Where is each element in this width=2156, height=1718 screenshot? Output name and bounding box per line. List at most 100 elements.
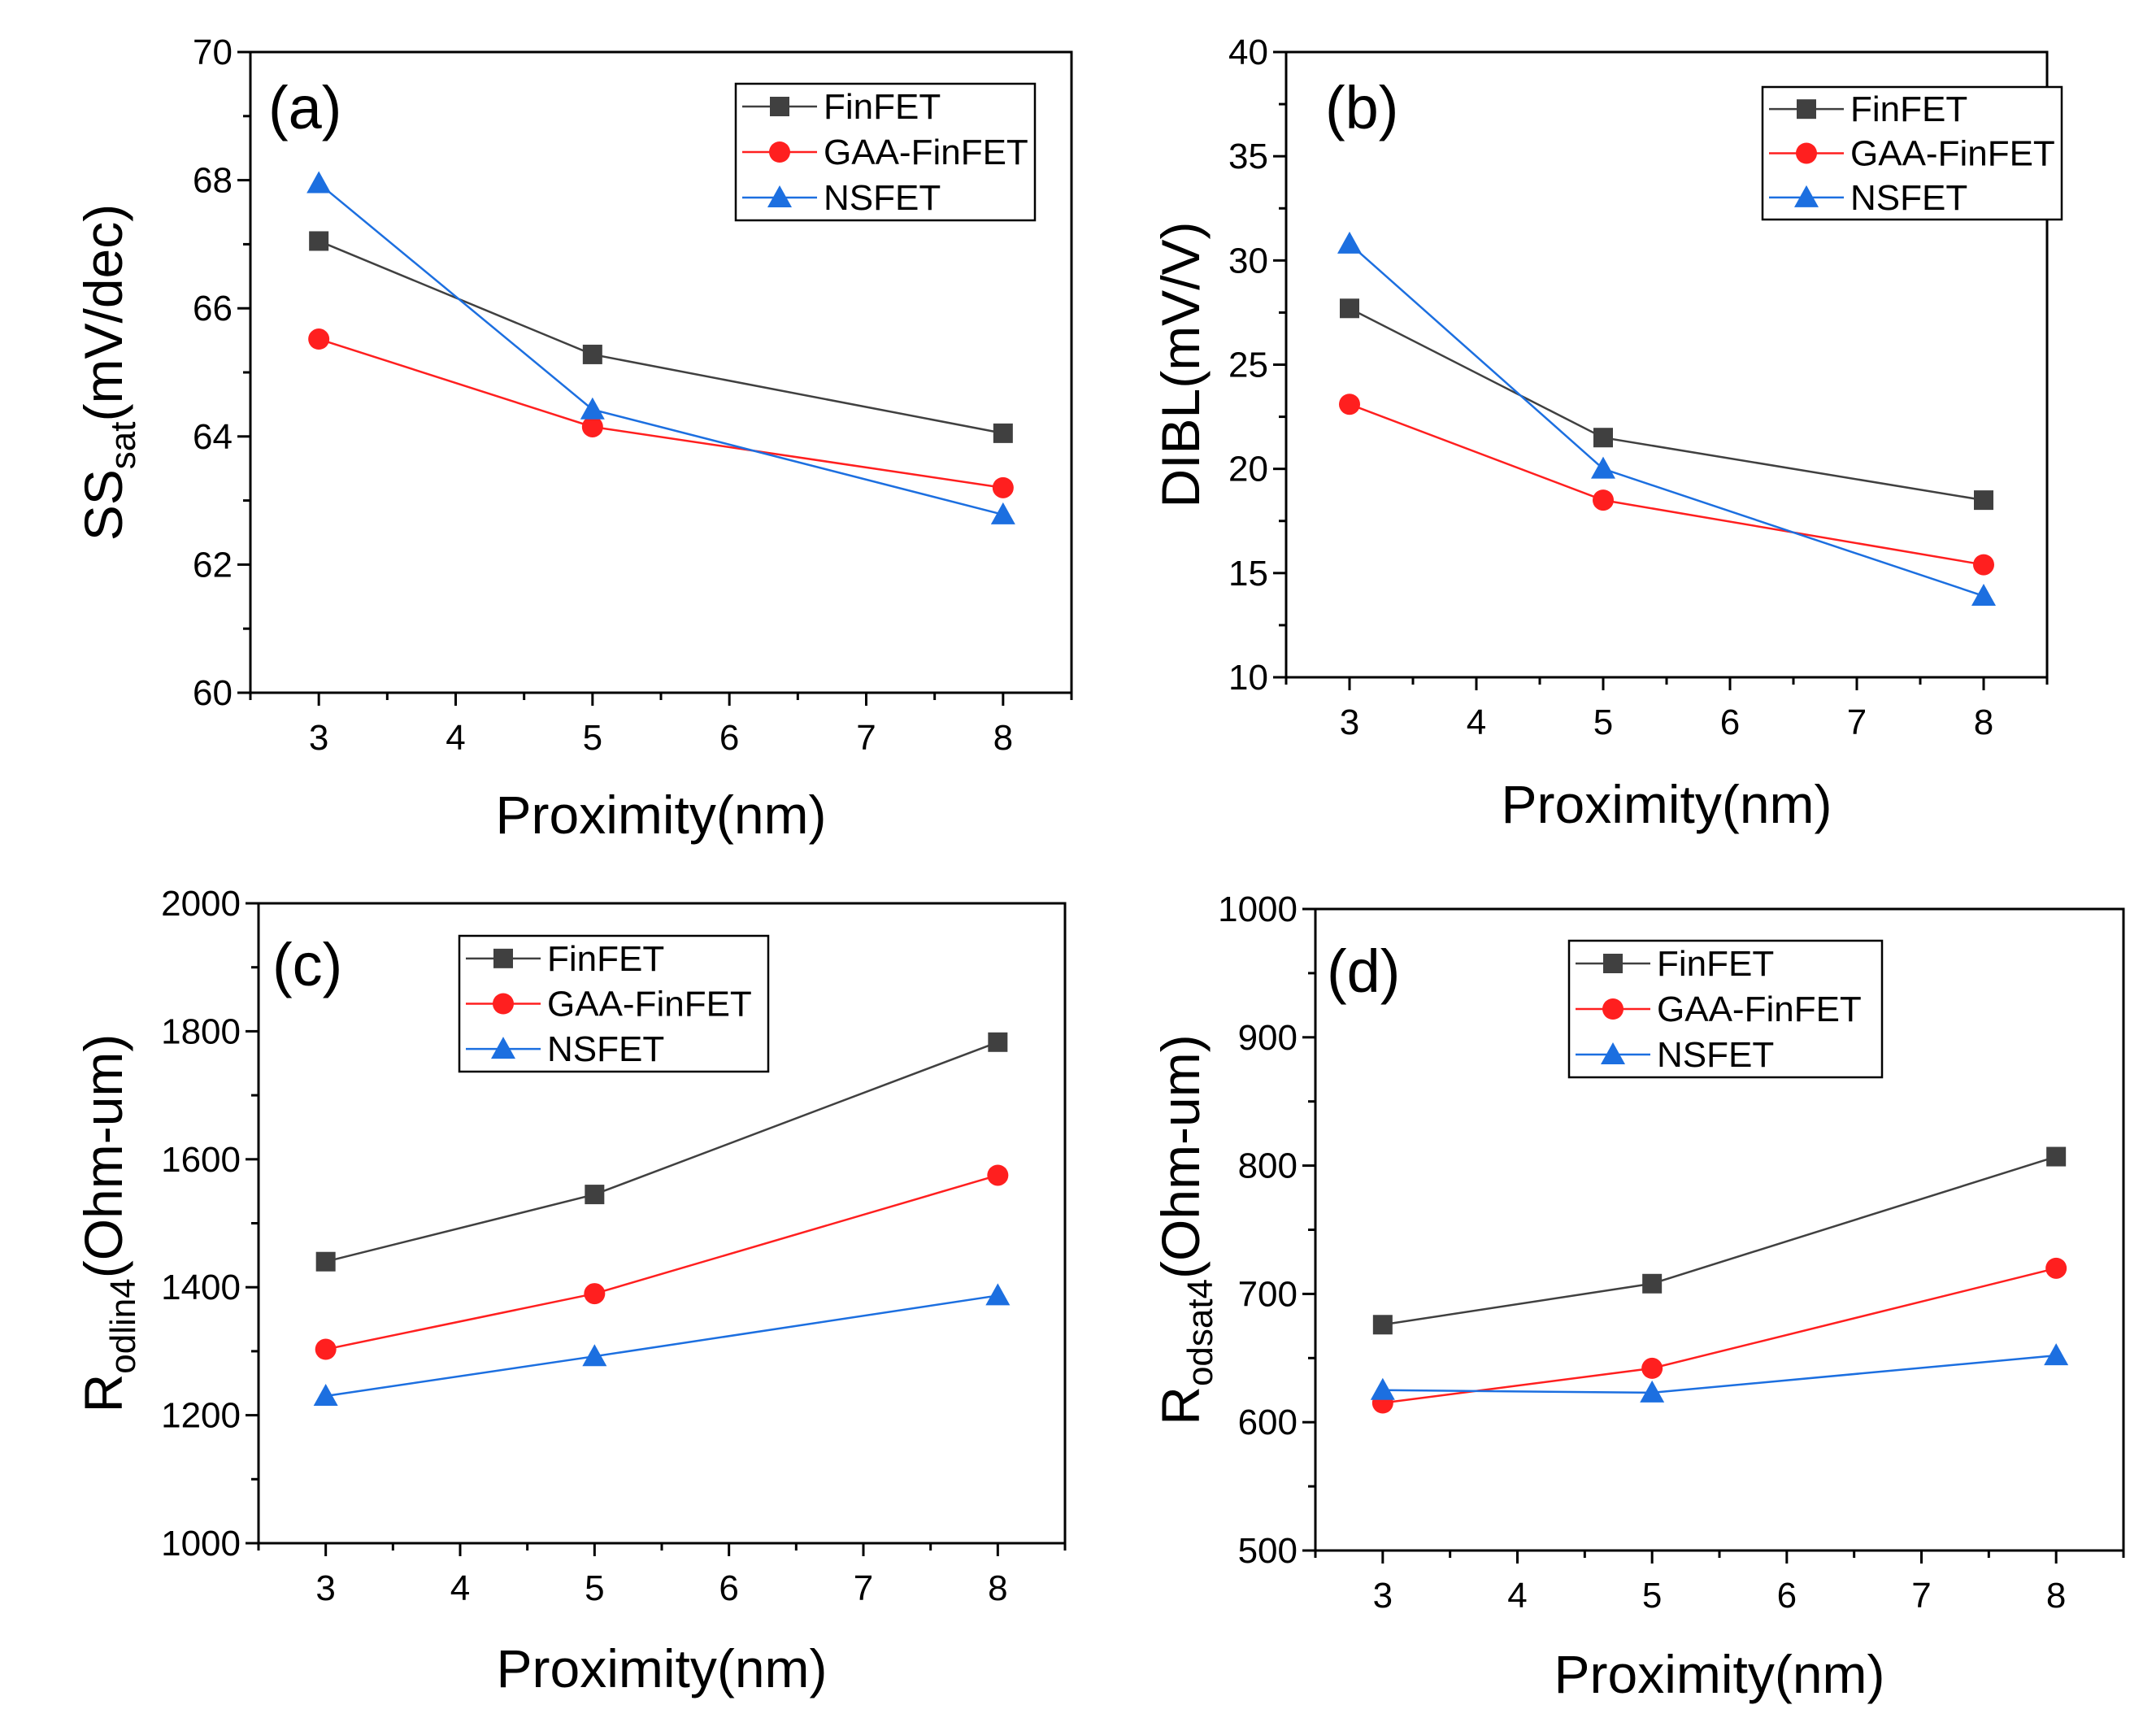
data-point [1372, 1315, 1393, 1335]
data-point [1640, 1380, 1665, 1403]
data-point [1340, 298, 1359, 319]
panel-b: 3 4 5 6 7 8 10 15 20 25 30 35 40 Proximity(nm) DIBL(mV… [1150, 33, 2063, 834]
y-axis-label-main: R [73, 1374, 133, 1413]
panel-label: (a) [268, 74, 341, 141]
y-tick-label: 60 [193, 673, 233, 713]
legend-entry: FinFET [1850, 89, 1967, 129]
x-axis-label: Proximity(nm) [496, 785, 827, 845]
x-tick-label: 4 [450, 1568, 470, 1608]
y-axis-label-unit: (mV/dec) [73, 204, 133, 422]
legend-marker [493, 948, 513, 968]
y-tick-label: 62 [193, 545, 233, 585]
legend-entry: GAA-FinFET [1657, 989, 1862, 1029]
series-finfet [309, 231, 1013, 443]
data-point [315, 1338, 337, 1360]
data-point [306, 171, 332, 194]
x-tick-label: 8 [993, 718, 1013, 758]
y-tick-label: 10 [1228, 658, 1268, 698]
data-point [582, 1344, 607, 1367]
data-point [1593, 489, 1614, 511]
x-tick-label: 7 [1847, 702, 1867, 742]
legend-entry: NSFET [1657, 1035, 1774, 1075]
data-point [1370, 1377, 1395, 1400]
y-tick-label: 1000 [161, 1524, 241, 1564]
y-axis-label-unit: (Ohm-um) [1150, 1034, 1211, 1279]
legend-marker [493, 993, 514, 1015]
x-tick-label: 4 [1467, 702, 1486, 742]
legend-entry: GAA-FinFET [824, 133, 1028, 172]
x-tick-label: 6 [1720, 702, 1740, 742]
legend-entry: FinFET [1657, 944, 1774, 984]
y-axis-label-subscript: sat [103, 421, 143, 469]
y-tick-label: 500 [1238, 1531, 1298, 1571]
y-tick-label: 1000 [1218, 889, 1298, 929]
panel-label: (b) [1325, 74, 1398, 141]
legend-marker [769, 141, 790, 163]
panel-a: 3 4 5 6 7 8 60 62 64 66 68 70 Proximity(nm) SSsat(mV/… [73, 33, 1073, 845]
data-point [1642, 1273, 1663, 1294]
x-tick-label: 8 [988, 1568, 1007, 1608]
legend-marker [491, 1037, 515, 1059]
x-tick-label: 4 [446, 718, 465, 758]
data-point [993, 423, 1013, 443]
y-axis-label-main: R [1150, 1386, 1211, 1425]
legend-entry: GAA-FinFET [547, 985, 752, 1024]
data-point [2045, 1257, 2067, 1279]
y-axis-label-subscript: odsat4 [1180, 1279, 1220, 1386]
x-axis-label: Proximity(nm) [1554, 1644, 1885, 1704]
series-gaa-finfet [1339, 394, 1994, 576]
y-tick-label: 600 [1238, 1403, 1298, 1442]
y-tick-label: 40 [1228, 33, 1268, 72]
y-axis-label-main: SS [73, 469, 133, 541]
y-tick-label: 800 [1238, 1146, 1298, 1186]
x-tick-label: 4 [1507, 1576, 1527, 1616]
y-tick-label: 64 [193, 417, 233, 457]
y-tick-label: 68 [193, 161, 233, 201]
legend-entry: GAA-FinFET [1850, 134, 2055, 174]
x-tick-label: 7 [854, 1568, 873, 1608]
data-point [1591, 456, 1615, 479]
y-tick-label: 15 [1228, 554, 1268, 594]
data-point [580, 397, 605, 420]
y-axis-label: SSsat(mV/dec) [73, 204, 143, 541]
legend-entry: NSFET [1850, 178, 1967, 218]
data-point [313, 1383, 338, 1406]
y-tick-label: 1200 [161, 1396, 241, 1436]
legend-entry: NSFET [824, 178, 941, 218]
y-axis-label-subscript: odlin4 [103, 1278, 143, 1373]
y-axis-label: DIBL(mV/V) [1150, 221, 1211, 507]
data-point [581, 415, 603, 437]
legend-marker [767, 185, 792, 207]
data-point [1339, 394, 1360, 415]
legend-marker [1797, 99, 1816, 120]
data-point [992, 476, 1014, 498]
y-axis-label-main: DIBL(mV/V) [1150, 221, 1211, 507]
series-gaa-finfet [308, 328, 1014, 498]
x-tick-label: 5 [585, 1568, 604, 1608]
series-finfet [315, 1032, 1008, 1272]
data-point [987, 1164, 1009, 1186]
y-tick-label: 1800 [161, 1011, 241, 1051]
x-tick-label: 7 [1911, 1576, 1931, 1616]
y-tick-label: 35 [1228, 137, 1268, 176]
data-point [1337, 231, 1362, 254]
data-point [308, 328, 330, 350]
x-axis-label: Proximity(nm) [1502, 774, 1832, 834]
panel-c: 3 4 5 6 7 8 1000 1200 1400 1600 1800 2000 Proximity(… [73, 884, 1067, 1698]
y-tick-label: 700 [1238, 1274, 1298, 1314]
series-nsfet [313, 1283, 1011, 1406]
data-point [985, 1283, 1011, 1306]
series-finfet [1340, 298, 1993, 511]
x-tick-label: 8 [2046, 1576, 2066, 1616]
x-tick-label: 3 [1340, 702, 1359, 742]
x-tick-label: 5 [1642, 1576, 1662, 1616]
x-tick-label: 6 [1777, 1576, 1797, 1616]
data-point [1593, 428, 1613, 448]
legend-marker [1602, 998, 1624, 1020]
y-tick-label: 25 [1228, 346, 1268, 385]
series-nsfet [1337, 231, 1996, 607]
series-finfet [1372, 1146, 2067, 1335]
